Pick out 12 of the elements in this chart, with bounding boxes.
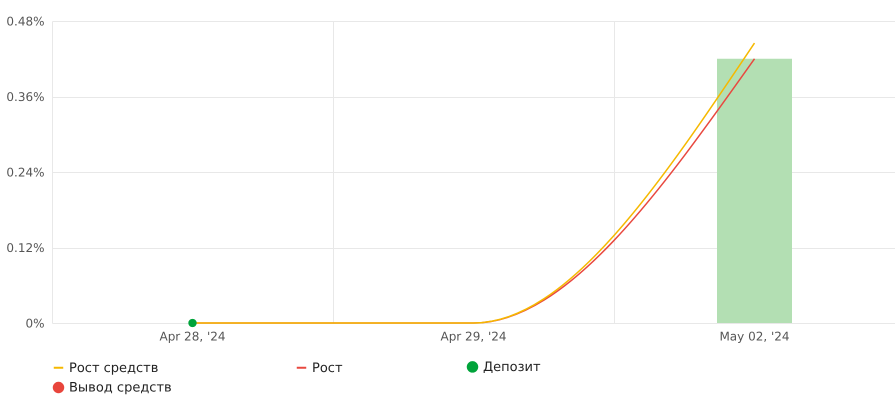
legend-label: Вывод средств: [69, 380, 172, 396]
y-tick-label: 0.48%: [6, 14, 44, 28]
x-tick-label: Apr 28, '24: [159, 330, 226, 344]
x-tick-label: May 02, '24: [719, 330, 790, 344]
y-tick-label: 0.12%: [6, 241, 44, 255]
legend-label: Рост средств: [69, 360, 158, 376]
x-tick-label: Apr 29, '24: [440, 330, 507, 344]
legend-label: Депозит: [483, 360, 541, 375]
y-tick-label: 0.36%: [6, 90, 44, 104]
legend-label: Рост: [312, 360, 343, 376]
y-tick-label: 0.24%: [6, 166, 44, 180]
y-tick-label: 0%: [25, 316, 44, 330]
